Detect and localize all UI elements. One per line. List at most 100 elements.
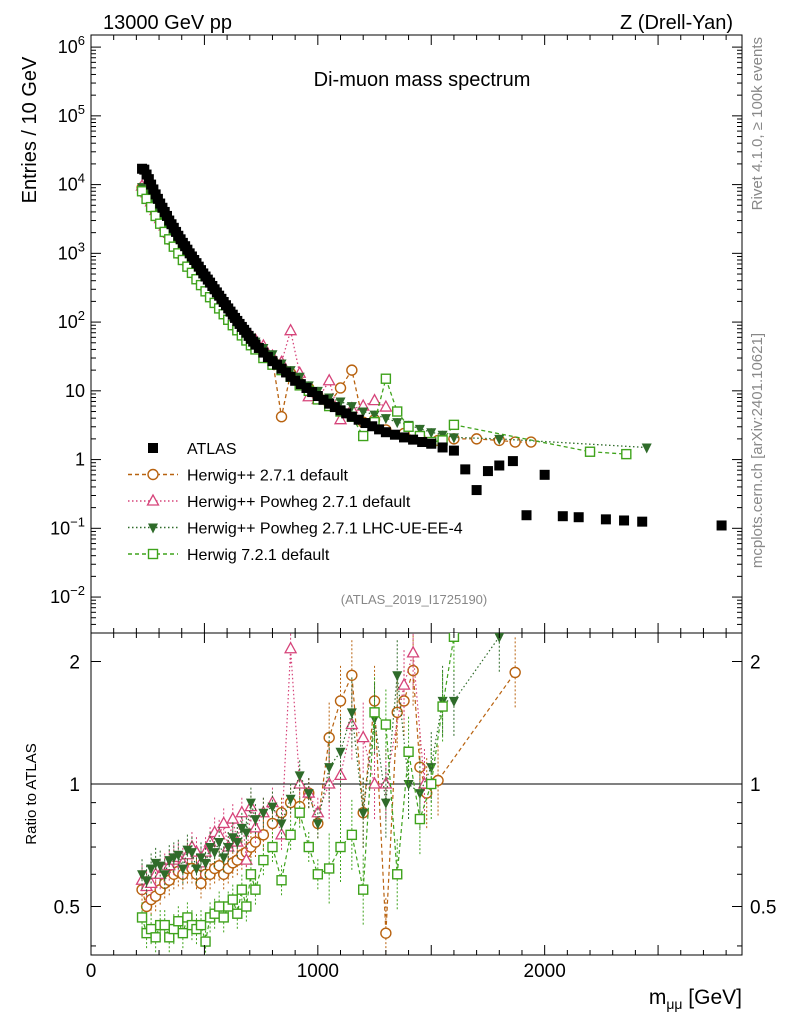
y-tick-label: 106 [58,33,85,57]
ratio-point [323,863,335,874]
ratio-point [173,850,184,861]
legend-marker [147,548,159,560]
ratio-point [205,843,216,854]
ratio-point [136,912,148,923]
data-point [358,407,369,418]
data-point [334,382,347,394]
ratio-point [380,719,392,730]
data-point [600,514,611,525]
ratio-point [358,808,369,819]
ratio-point [284,641,298,654]
ratio-series-herwig-powheg-2-7-1-lhc-ue-ee-4 [137,633,505,896]
ratio-point [294,807,305,818]
ratio-point [235,805,249,818]
data-point [471,485,482,496]
ratio-point [258,808,269,819]
y-tick-exponent: −2 [70,583,85,598]
data-point [482,466,493,477]
data-point [324,398,335,409]
data-point [335,397,346,408]
legend-label: Herwig 7.2.1 default [187,547,330,564]
data-point [380,427,391,438]
ratio-frame [90,632,743,956]
data-point [318,394,329,405]
legend-marker [148,523,158,534]
ratio-point [312,819,323,830]
data-point [470,433,483,445]
ratio-line [141,636,455,942]
ratio-series-herwig-7-2-1-default [136,633,460,955]
y-tick-exponent: 2 [78,308,85,323]
series-herwig-powheg-2-7-1-default [135,178,393,425]
ratio-point [334,695,347,707]
ratio-series-herwig-2-7-1-default [136,635,521,955]
legend-label: Herwig++ 2.7.1 default [187,468,349,485]
main-series-layer [135,163,727,531]
data-point [353,414,364,425]
ratio-point [293,776,307,789]
data-point [641,443,652,454]
data-point [369,410,380,421]
y-tick-exponent: 3 [78,239,85,254]
y-tick-exponent: −1 [70,514,85,529]
data-point [346,364,358,376]
ratio-point [303,841,314,853]
ratio-point [403,746,414,757]
data-point [322,373,336,386]
ratio-point [335,747,346,758]
ratio-point [367,776,382,789]
ratio-point [276,819,287,830]
data-point [437,442,448,453]
ratio-point [236,884,248,895]
series-atlas [137,163,727,531]
data-point [619,515,630,526]
ratio-point [177,864,188,875]
ratio-point [267,841,278,853]
ratio-point [392,869,403,880]
ratio-point [159,919,170,931]
data-point [380,414,391,425]
main-y-label: Entries / 10 GeV [19,56,41,203]
ratio-point [380,798,391,809]
x-tick-label: 2000 [524,961,566,982]
ratio-point [214,838,225,849]
ratio-point [195,919,207,931]
y-tick-exponent: 4 [78,171,85,186]
data-point [367,421,378,432]
legend-marker [147,468,159,481]
ratio-point [146,864,157,875]
data-point [329,402,340,413]
ratio-point [209,848,220,859]
ratio-point [250,815,261,826]
data-point [275,411,288,423]
ratio-point [391,706,403,719]
y-tick-label: 105 [58,102,85,126]
ratio-point [218,912,229,923]
main-y-axis: 10−2 10−1 1 10 102 103 104 105 106 [50,33,742,634]
data-point [379,399,393,412]
ratio-point [380,927,392,939]
data-point [284,323,298,336]
ratio-point [266,817,279,830]
ratio-point [448,696,459,707]
x-axis-label: mμμ [GeV] [649,986,742,1012]
ratio-point [173,916,184,927]
ratio-point [191,864,202,875]
ratio-y-tick-label: 1 [69,775,80,796]
y-tick-label: 102 [58,308,85,332]
ratio-point [276,875,287,886]
ratio-point [303,789,314,800]
ratio-point [322,776,336,789]
data-point [521,510,532,521]
ratio-point [267,802,278,813]
ratio-point [346,669,358,681]
data-point [380,373,392,384]
ratio-point [285,829,296,841]
data-point [426,428,437,439]
ratio-point [258,854,269,866]
ratio-point [232,838,243,849]
ratio-y-label: Ratio to ATLAS [23,743,40,844]
header-analysis: Z (Drell-Yan) [620,12,733,34]
y-tick-label: 104 [58,171,85,195]
